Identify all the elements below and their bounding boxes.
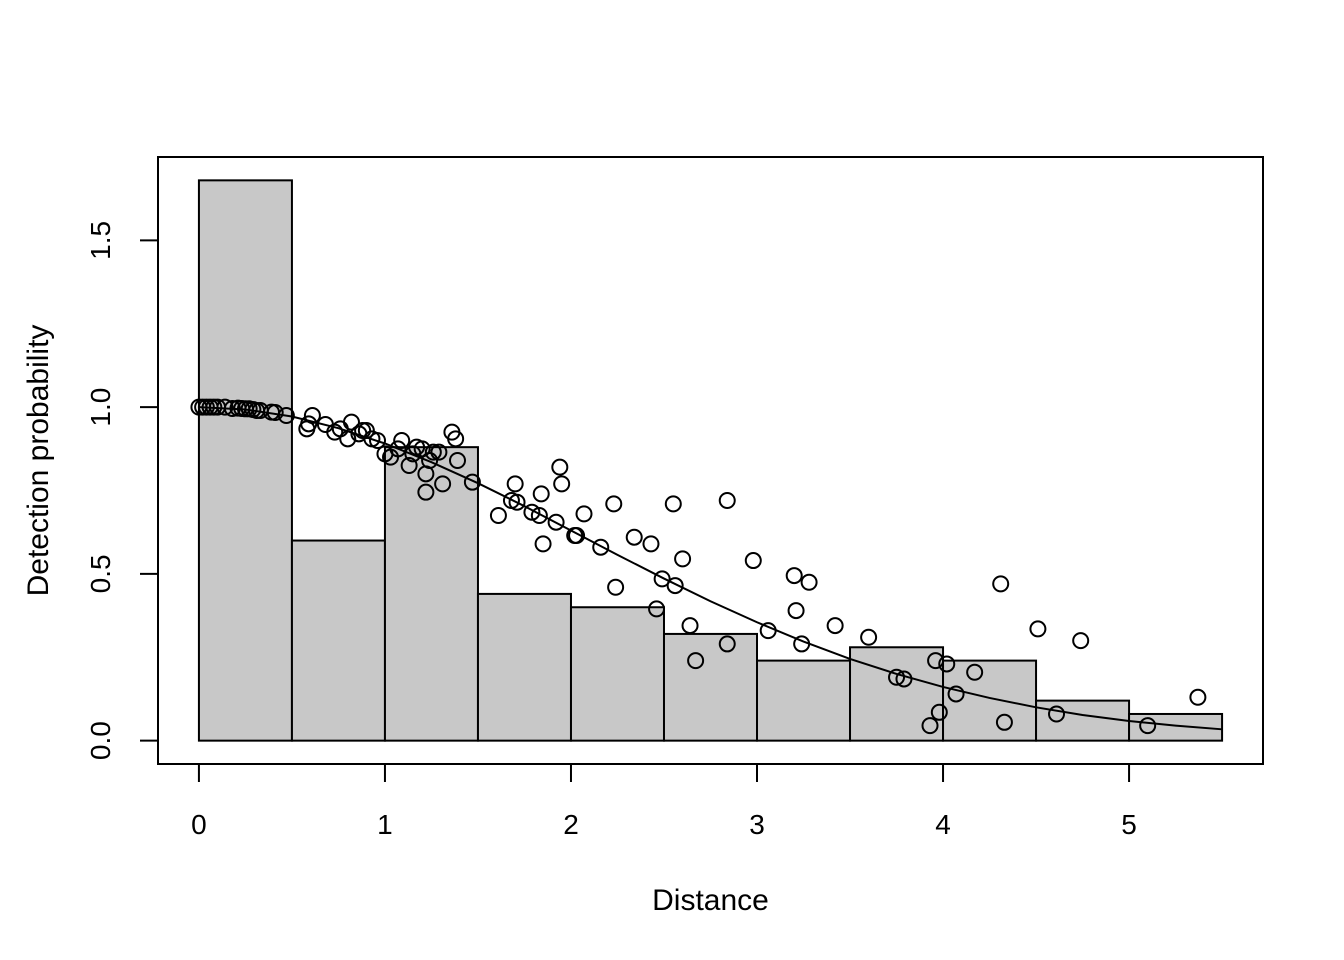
data-point <box>506 475 524 493</box>
data-point <box>553 475 571 493</box>
y-tick-label: 1.5 <box>85 221 116 260</box>
data-point <box>303 406 321 424</box>
data-point <box>1189 688 1207 706</box>
data-point <box>339 430 357 448</box>
data-point <box>718 492 736 510</box>
y-tick-label: 1.0 <box>85 388 116 427</box>
data-point <box>687 652 705 670</box>
data-point <box>551 458 569 476</box>
histogram-bars <box>197 179 1224 742</box>
data-point <box>1139 717 1157 735</box>
data-point <box>530 507 548 525</box>
data-point <box>966 663 984 681</box>
data-point <box>860 628 878 646</box>
data-point <box>642 535 660 553</box>
y-tick-label: 0.5 <box>85 554 116 593</box>
data-point <box>534 535 552 553</box>
data-point <box>718 635 736 653</box>
data-point <box>625 528 643 546</box>
data-point <box>300 415 318 433</box>
data-point <box>930 703 948 721</box>
data-point <box>1072 632 1090 650</box>
x-tick-label: 5 <box>1121 809 1137 840</box>
data-point <box>400 457 418 475</box>
data-point <box>447 430 465 448</box>
data-point <box>430 443 448 461</box>
data-point <box>664 495 682 513</box>
data-point <box>547 513 565 531</box>
data-point <box>421 452 439 469</box>
histogram-bar <box>383 446 479 742</box>
data-point <box>1029 620 1047 638</box>
data-point <box>277 406 295 424</box>
histogram-bar <box>1035 699 1131 742</box>
data-point <box>1048 705 1066 723</box>
histogram-bar <box>662 632 759 742</box>
data-point <box>568 527 586 545</box>
data-points <box>190 398 1207 735</box>
data-point <box>223 399 241 417</box>
data-point <box>785 567 803 585</box>
data-point <box>508 493 526 511</box>
x-tick-label: 1 <box>377 809 393 840</box>
data-point <box>575 505 593 523</box>
histogram-bar <box>476 592 572 742</box>
data-point <box>800 573 818 591</box>
data-point <box>216 398 234 416</box>
y-tick-label: 0.0 <box>85 721 116 760</box>
data-point <box>826 617 844 635</box>
x-tick-label: 2 <box>563 809 579 840</box>
data-point <box>744 552 762 570</box>
data-point <box>389 440 407 458</box>
x-tick-label: 0 <box>191 809 207 840</box>
data-point <box>927 652 945 670</box>
data-point <box>393 431 411 449</box>
data-point <box>793 635 811 653</box>
x-axis: 0 1 2 3 4 5 <box>191 763 1137 840</box>
data-point <box>342 413 360 431</box>
data-point <box>787 602 805 620</box>
y-axis-label: Detection probability <box>22 325 55 597</box>
data-point <box>947 685 965 703</box>
data-point <box>648 600 666 618</box>
x-tick-label: 4 <box>935 809 951 840</box>
data-point <box>888 668 906 686</box>
data-point <box>681 617 699 635</box>
data-point <box>532 485 550 503</box>
data-point <box>921 717 939 735</box>
data-point <box>266 403 284 421</box>
data-point <box>653 570 671 588</box>
data-point <box>434 475 452 493</box>
data-point <box>417 483 435 501</box>
data-point <box>674 550 692 568</box>
data-point <box>523 503 541 521</box>
data-point <box>666 577 684 595</box>
histogram-bar <box>569 606 665 742</box>
histogram-bar <box>290 539 386 742</box>
data-point <box>592 538 610 556</box>
data-point <box>995 713 1013 731</box>
x-tick-label: 3 <box>749 809 765 840</box>
data-point <box>369 431 387 449</box>
data-point <box>938 655 956 673</box>
data-point <box>424 443 442 461</box>
data-point <box>449 452 467 469</box>
data-point <box>489 507 507 525</box>
data-point <box>605 495 623 513</box>
data-point <box>607 578 625 596</box>
histogram-bar <box>197 179 293 742</box>
data-point <box>463 473 481 491</box>
histogram-bar <box>756 659 852 742</box>
data-point <box>413 440 431 458</box>
data-point <box>759 622 777 640</box>
y-axis: 0.0 0.5 1.0 1.5 <box>85 221 159 760</box>
data-point <box>357 421 375 439</box>
data-point <box>992 575 1010 593</box>
data-point <box>895 670 913 688</box>
x-axis-label: Distance <box>652 884 769 917</box>
